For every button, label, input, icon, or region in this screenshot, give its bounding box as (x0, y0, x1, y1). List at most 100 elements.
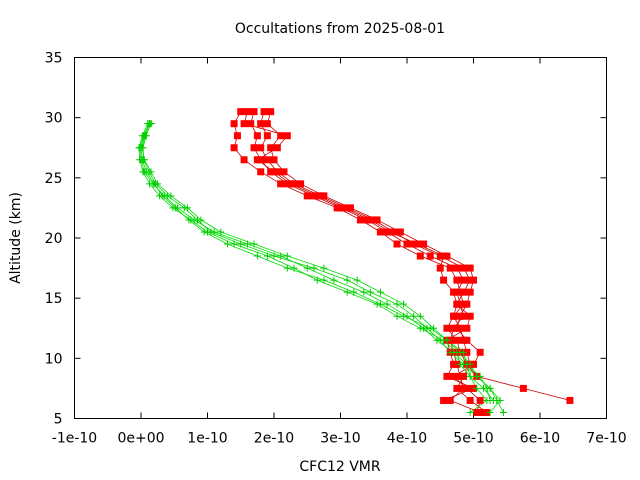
green-plus-point (496, 396, 504, 404)
red-square-point (453, 276, 461, 284)
red-square-point (250, 144, 258, 152)
red-square-point (313, 192, 321, 200)
green-plus-point (197, 216, 205, 224)
x-tick-label: 7e-10 (586, 431, 626, 447)
red-square-point (253, 156, 261, 164)
series-markers (135, 108, 574, 416)
x-tick-label: 6e-10 (520, 431, 560, 447)
green-plus-point (243, 240, 251, 248)
green-plus-point (443, 336, 451, 344)
red-square-point (466, 312, 474, 320)
green-plus-point (137, 144, 145, 152)
red-square-point (420, 240, 428, 248)
red-square-point (440, 396, 448, 404)
red-square-point (566, 396, 574, 404)
green-plus-point (200, 228, 208, 236)
red-square-point (257, 120, 265, 128)
red-square-point (303, 192, 311, 200)
x-tick-label: 5e-10 (453, 431, 493, 447)
green-plus-point (489, 396, 497, 404)
green-plus-point (223, 240, 231, 248)
green-plus-point (393, 300, 401, 308)
green-plus-point (142, 168, 150, 176)
red-square-point (297, 180, 305, 188)
y-axis-label: Altitude (km) (8, 192, 24, 284)
green-plus-point (466, 408, 474, 416)
red-square-point (466, 264, 474, 272)
green-plus-point (277, 252, 285, 260)
green-plus-point (366, 288, 374, 296)
green-plus-point (140, 132, 148, 140)
red-square-point (263, 132, 271, 140)
red-square-point (476, 348, 484, 356)
red-square-point (273, 144, 281, 152)
green-plus-point (150, 180, 158, 188)
series-lines (138, 111, 570, 413)
red-square-point (463, 324, 471, 332)
red-square-point (263, 156, 271, 164)
green-plus-point (158, 192, 166, 200)
green-plus-point (343, 276, 351, 284)
red-square-point (416, 252, 424, 260)
green-plus-point (400, 300, 408, 308)
green-plus-point (310, 264, 318, 272)
green-plus-point (253, 252, 261, 260)
green-plus-point (499, 408, 507, 416)
green-plus-point (320, 276, 328, 284)
y-tick-label: 35 (45, 51, 63, 67)
green-plus-point (184, 204, 192, 212)
red-square-point (250, 108, 258, 116)
green-plus-point (466, 372, 474, 380)
red-square-point (436, 264, 444, 272)
green-plus-point (210, 228, 218, 236)
red-square-point (240, 120, 248, 128)
red-square-point (257, 144, 265, 152)
green-plus-point (185, 216, 193, 224)
green-plus-point (263, 252, 271, 260)
red-square-point (443, 324, 451, 332)
green-plus-point (473, 384, 481, 392)
green-plus-point (410, 312, 418, 320)
red-square-point (267, 108, 275, 116)
green-plus-point (172, 204, 180, 212)
red-square-point (283, 132, 291, 140)
green-plus-point (456, 360, 464, 368)
red-square-point (230, 120, 238, 128)
x-tick-label: 3e-10 (320, 431, 360, 447)
red-square-point (356, 216, 364, 224)
green-plus-point (433, 336, 441, 344)
red-square-point (340, 204, 348, 212)
red-square-point (346, 204, 354, 212)
plot-frame (74, 57, 607, 419)
green-plus-point (283, 252, 291, 260)
red-square-point (260, 108, 268, 116)
red-square-point (413, 240, 421, 248)
green-plus-point (283, 264, 291, 272)
green-plus-point (343, 288, 351, 296)
green-plus-point (313, 276, 321, 284)
green-plus-point (416, 312, 424, 320)
red-square-point (376, 228, 384, 236)
red-square-point (373, 216, 381, 224)
green-plus-point (320, 264, 328, 272)
axis-ticks: -1e-10 0e+00 1e-10 2e-10 3e-10 4e-10 5e-10 6e-1… (45, 51, 627, 447)
red-square-point (287, 180, 295, 188)
red-square-point (263, 120, 271, 128)
green-plus-point (350, 288, 358, 296)
green-plus-point (416, 324, 424, 332)
red-square-point (270, 156, 278, 164)
x-tick-label: 2e-10 (254, 431, 294, 447)
green-plus-point (270, 252, 278, 260)
red-square-point (253, 132, 261, 140)
x-tick-label: -1e-10 (52, 431, 97, 447)
red-square-point (366, 216, 374, 224)
green-plus-point (376, 300, 384, 308)
red-square-point (450, 372, 458, 380)
red-square-point (476, 396, 484, 404)
red-profile-line-3 (266, 111, 481, 413)
red-square-point (240, 156, 248, 164)
red-square-point (247, 120, 255, 128)
red-square-point (466, 396, 474, 404)
green-plus-point (230, 240, 238, 248)
red-square-point (443, 372, 451, 380)
